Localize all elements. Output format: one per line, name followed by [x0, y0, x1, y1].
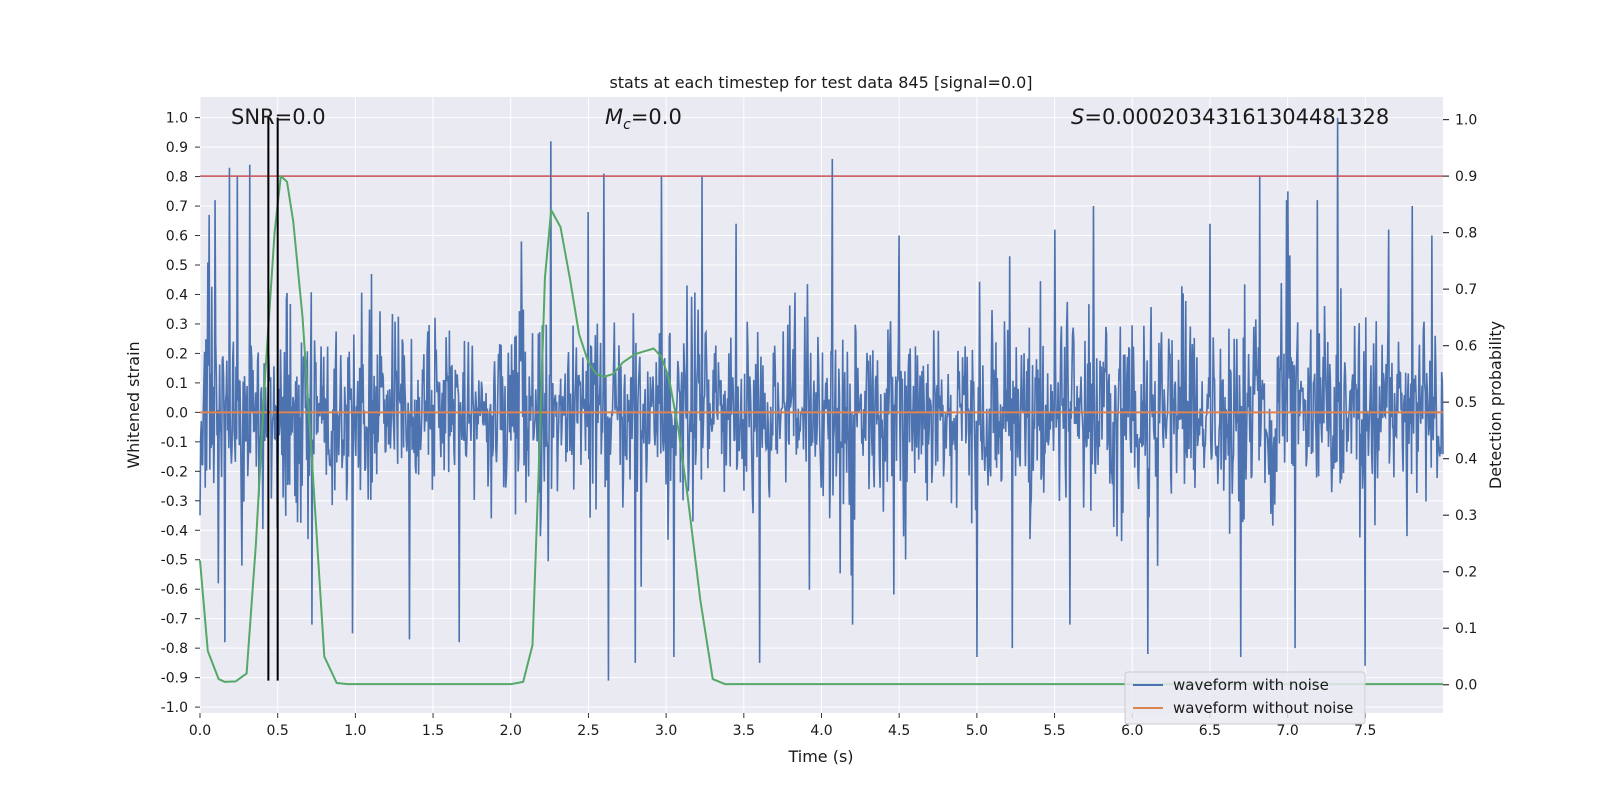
x-tick-label-13: 6.5: [1199, 723, 1221, 739]
y-tick-label-17: -0.7: [161, 612, 188, 628]
statistic-symbol: S: [1071, 105, 1084, 129]
x-tick-label-1: 0.5: [267, 723, 289, 739]
x-tick-label-11: 5.5: [1043, 723, 1065, 739]
x-tick-label-12: 6.0: [1121, 723, 1143, 739]
x-tick-label-7: 3.5: [733, 723, 755, 739]
legend: waveform with noise waveform without noi…: [1124, 671, 1366, 725]
statistic-annotation: S=0.00020343161304481328: [1071, 105, 1389, 129]
x-tick-label-6: 3.0: [655, 723, 677, 739]
y-tick-label-5: 0.5: [166, 258, 188, 274]
noise-waveform-series: [199, 117, 1444, 681]
legend-label-noise: waveform with noise: [1173, 676, 1329, 694]
x-axis-label: Time (s): [787, 747, 853, 766]
x-tick-label-9: 4.5: [888, 723, 910, 739]
y-tick-label-13: -0.3: [161, 494, 188, 510]
y-tick-label-14: -0.4: [161, 523, 188, 539]
chirp-mass-symbol: M: [605, 105, 623, 129]
y2-tick-label-5: 0.5: [1455, 395, 1477, 411]
noise-waveform-line: [199, 117, 1444, 681]
y-tick-label-3: 0.7: [166, 199, 188, 215]
x-tick-label-8: 4.0: [810, 723, 832, 739]
x-tick-label-5: 2.5: [577, 723, 599, 739]
y2-tick-label-8: 0.2: [1455, 565, 1477, 581]
y2-tick-label-2: 0.8: [1455, 226, 1477, 242]
y-tick-label-6: 0.4: [166, 287, 188, 303]
legend-box: [1124, 671, 1366, 725]
y-tick-label-7: 0.3: [166, 317, 188, 333]
y2-axis-ticks: 1.0 0.9 0.8 0.7 0.6 0.5 0.4 0.3 0.2 0.1 0.0: [1443, 113, 1477, 694]
y-axis-label: Whitened strain: [124, 341, 143, 468]
y-axis-ticks: 1.0 0.9 0.8 0.7 0.6 0.5 0.4 0.3 0.2 0.1 0.0 -0.1 -0.…: [161, 111, 200, 716]
y2-tick-label-7: 0.3: [1455, 508, 1477, 524]
chirp-mass-subscript: c: [623, 117, 631, 133]
y-tick-label-0: 1.0: [166, 111, 188, 127]
x-tick-label-3: 1.5: [422, 723, 444, 739]
y2-tick-label-1: 0.9: [1455, 169, 1477, 185]
x-tick-label-14: 7.0: [1276, 723, 1298, 739]
legend-label-clean: waveform without noise: [1173, 699, 1353, 717]
y2-tick-label-6: 0.4: [1455, 452, 1477, 468]
y-tick-label-20: -1.0: [161, 700, 188, 716]
y-tick-label-8: 0.2: [166, 346, 188, 362]
y-tick-label-19: -0.9: [161, 671, 188, 687]
x-tick-label-2: 1.0: [344, 723, 366, 739]
y-tick-label-2: 0.8: [166, 170, 188, 186]
y2-axis-label: Detection probability: [1486, 321, 1505, 489]
overlay-layer: [199, 117, 1443, 686]
y2-tick-label-4: 0.6: [1455, 339, 1477, 355]
y-tick-label-4: 0.6: [166, 229, 188, 245]
x-tick-label-15: 7.5: [1354, 723, 1376, 739]
y2-tick-label-0: 1.0: [1455, 113, 1477, 129]
y-tick-label-12: -0.2: [161, 464, 188, 480]
y-tick-label-16: -0.6: [161, 582, 188, 598]
y2-tick-label-9: 0.1: [1455, 621, 1477, 637]
x-axis-ticks: 0.0 0.5 1.0 1.5 2.0 2.5 3.0 3.5 4.0 4.5 5.0 5.5 6.0 6…: [189, 713, 1376, 739]
y2-tick-label-10: 0.0: [1455, 678, 1477, 694]
chart-title: stats at each timestep for test data 845…: [609, 73, 1032, 92]
x-tick-label-0: 0.0: [189, 723, 211, 739]
chirp-mass-value: =0.0: [631, 105, 682, 129]
chirp-mass-annotation: Mc=0.0: [605, 105, 682, 133]
x-tick-label-10: 5.0: [966, 723, 988, 739]
x-tick-label-4: 2.0: [500, 723, 522, 739]
snr-annotation: SNR=0.0: [231, 105, 326, 129]
y-tick-label-11: -0.1: [161, 435, 188, 451]
y-tick-label-1: 0.9: [166, 140, 188, 156]
statistic-value: =0.00020343161304481328: [1084, 105, 1389, 129]
y2-tick-label-3: 0.7: [1455, 282, 1477, 298]
y-tick-label-9: 0.1: [166, 376, 188, 392]
y-tick-label-10: 0.0: [166, 405, 188, 421]
y-tick-label-15: -0.5: [161, 553, 188, 569]
y-tick-label-18: -0.8: [161, 641, 188, 657]
